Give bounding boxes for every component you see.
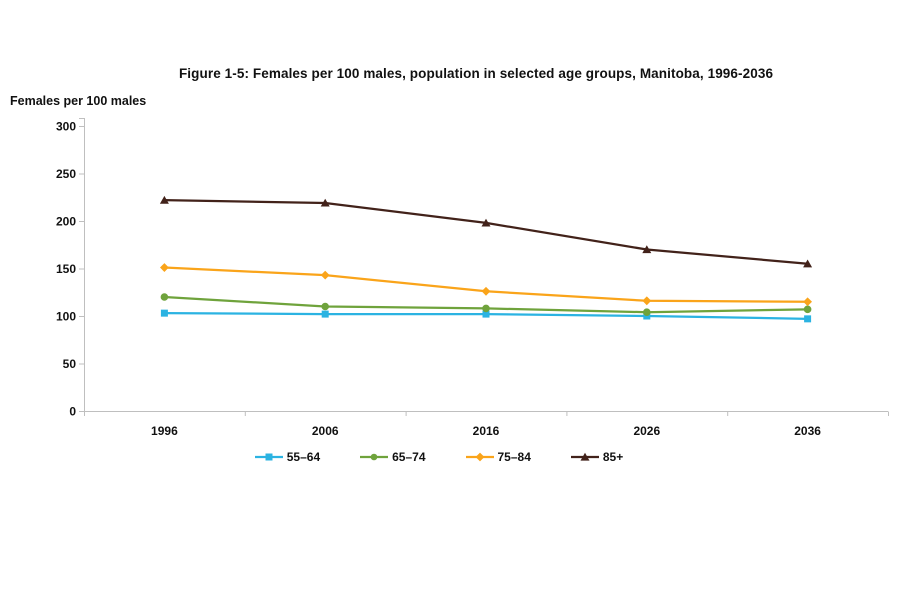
x-tick-label: 1996 (151, 424, 178, 438)
data-point-marker (481, 286, 491, 296)
legend-swatch-65-74 (360, 453, 389, 461)
data-point-marker (160, 309, 168, 317)
legend-swatch-75-84 (465, 452, 494, 462)
data-point-marker (321, 302, 330, 311)
y-axis-title: Females per 100 males (10, 94, 147, 108)
legend-item-65-74: 65–74 (360, 450, 426, 464)
data-point-marker (642, 296, 652, 306)
data-point-marker (803, 305, 812, 314)
y-tick-label: 200 (56, 215, 76, 229)
x-tick-label: 2036 (794, 424, 821, 438)
data-point-marker (160, 263, 169, 272)
data-point-marker (481, 218, 491, 227)
square-marker-icon (265, 453, 273, 461)
data-point-marker (643, 308, 651, 317)
legend-item-75-84: 75–84 (465, 450, 531, 464)
data-point-marker (321, 310, 329, 318)
chart-title: Figure 1-5: Females per 100 males, popul… (178, 66, 774, 81)
y-tick-label: 250 (56, 167, 76, 181)
legend-item-55-64: 55–64 (254, 450, 321, 464)
legend-label-65-74: 65–74 (392, 450, 426, 464)
y-tick-label: 100 (56, 310, 76, 324)
data-point-marker (803, 297, 812, 307)
y-tick-label: 150 (56, 262, 76, 276)
data-point-marker (804, 315, 812, 323)
legend-item-85: 85+ (570, 450, 624, 464)
series-line-85 (164, 198, 808, 265)
data-point-marker (160, 293, 169, 301)
circle-marker-icon (370, 453, 378, 461)
data-point-marker (642, 245, 652, 254)
x-tick-label: 2006 (312, 424, 339, 438)
legend-swatch-55-64 (254, 453, 283, 461)
data-point-marker (482, 304, 490, 313)
legend-label-75-84: 75–84 (497, 450, 531, 464)
x-tick-label: 2016 (473, 424, 500, 438)
data-point-marker (482, 310, 490, 318)
triangle-marker-icon (580, 452, 590, 461)
legend-label-85: 85+ (602, 450, 624, 464)
data-point-marker (320, 198, 330, 207)
y-tick-label: 50 (63, 357, 77, 371)
y-tick-label: 0 (69, 405, 76, 419)
data-point-marker (803, 259, 813, 268)
legend-swatch-85 (570, 452, 599, 461)
data-point-marker (320, 270, 330, 280)
y-tick-label: 300 (56, 120, 76, 134)
legend-label-55-64: 55–64 (286, 450, 321, 464)
x-tick-label: 2026 (633, 424, 660, 438)
series-line-75-84 (164, 266, 808, 303)
chart-legend: 55–64 65–74 75–84 85+ (0, 450, 878, 464)
data-point-marker (159, 195, 169, 204)
diamond-marker-icon (475, 452, 484, 462)
